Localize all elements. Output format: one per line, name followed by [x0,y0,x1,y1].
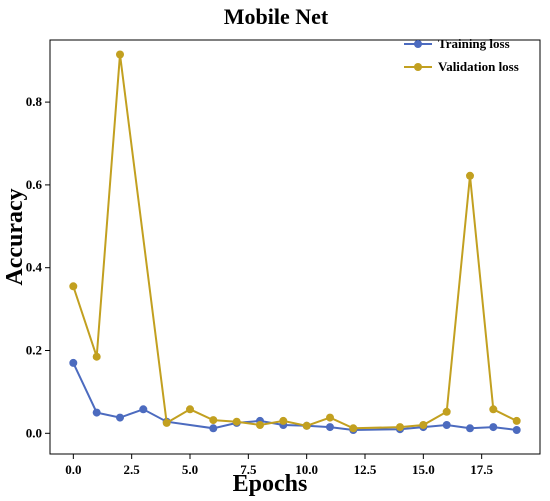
validation-loss-point [69,282,78,291]
x-tick-label: 2.5 [124,462,141,477]
x-tick-label: 17.5 [470,462,493,477]
x-axis-label: Epochs [233,471,308,497]
legend-marker-validation [414,63,422,71]
validation-loss-line [72,54,518,430]
training-loss-point [466,424,474,433]
legend-marker-training [414,40,422,48]
validation-loss-point [512,416,521,425]
validation-loss-point [92,352,101,361]
validation-loss-point [186,405,194,414]
y-axis-ticks: 0.0 0.2 0.4 0.6 0.8 [26,94,50,440]
validation-loss-point [116,50,124,59]
legend-label-validation: Validation loss [438,59,519,74]
validation-loss-point [326,413,334,422]
x-tick-label: 12.5 [354,462,377,477]
validation-loss-point [232,417,241,426]
y-tick-label: 0.0 [26,425,42,440]
validation-loss-point [302,421,311,430]
validation-loss-point [419,421,428,429]
series-layer [69,50,521,434]
validation-loss-point [209,416,218,425]
training-loss-point [209,424,218,433]
training-loss-point [489,423,498,432]
x-tick-label: 10.0 [295,462,318,477]
validation-loss-point [489,405,498,414]
validation-loss-point [279,416,288,425]
legend-label-training: Training loss [438,36,510,51]
validation-loss-point [396,423,404,432]
x-axis-ticks: 0.0 2.5 5.0 7.5 10.0 12.5 15.0 17.5 [65,454,494,477]
x-tick-label: 5.0 [182,462,198,477]
training-loss-point [326,423,334,432]
validation-loss-point [349,424,358,433]
legend: Training loss Validation loss [404,36,519,74]
validation-loss-point [256,421,264,429]
training-loss-point [116,413,124,422]
validation-loss-point [466,171,474,180]
plot-frame [49,39,541,455]
validation-loss-point [162,418,171,427]
y-tick-label: 0.2 [26,343,42,358]
x-tick-label: 0.0 [65,462,81,477]
y-tick-label: 0.8 [26,94,43,109]
y-axis-label: Accuracy [2,188,28,285]
training-loss-point [442,421,451,429]
training-loss-point [139,405,148,414]
x-tick-label: 7.5 [240,462,257,477]
y-tick-label: 0.6 [26,177,43,192]
x-tick-label: 15.0 [412,462,435,477]
chart-title: Mobile Net [224,4,329,29]
training-loss-point [512,426,521,434]
validation-loss-point [442,407,451,416]
training-loss-point [69,358,78,367]
training-loss-point [92,408,101,417]
y-tick-label: 0.4 [26,260,43,275]
